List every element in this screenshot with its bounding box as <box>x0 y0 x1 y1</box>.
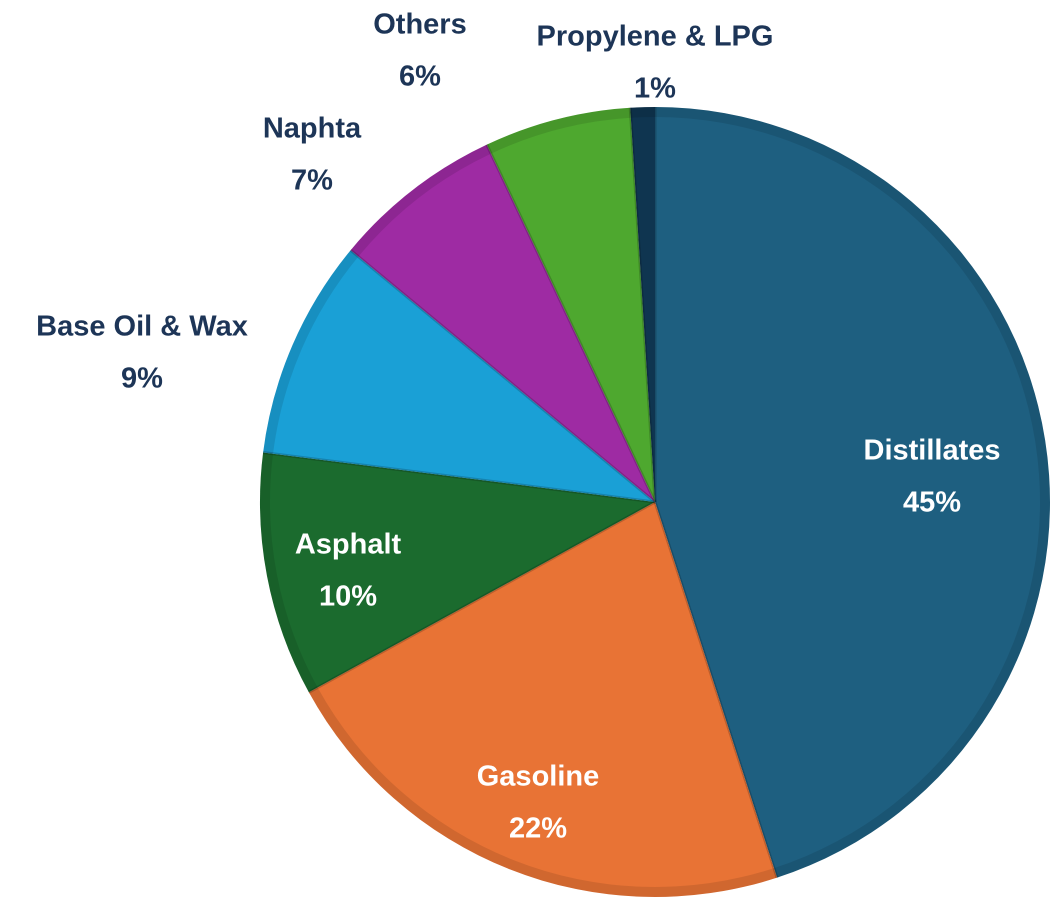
slice-label-others: Others <box>373 9 466 41</box>
slice-value-gasoline: 22% <box>509 813 567 845</box>
pie-slice-separator <box>308 500 656 694</box>
pie-slice-others <box>486 107 655 502</box>
slice-value-distillates: 45% <box>903 487 961 519</box>
slice-label-gasoline: Gasoline <box>477 761 600 793</box>
slice-label-base-oil-and-wax: Base Oil & Wax <box>36 311 248 343</box>
slice-label-distillates: Distillates <box>864 435 1001 467</box>
pie-slice-asphalt <box>260 452 655 693</box>
pie-slice-rim-propylene-and-lpg <box>630 107 655 118</box>
pie-slices <box>260 107 1050 897</box>
slice-label-asphalt: Asphalt <box>295 529 402 561</box>
pie-slice-propylene-and-lpg <box>630 107 655 502</box>
slice-label-naphta: Naphta <box>263 113 362 145</box>
slice-value-propylene-and-lpg: 1% <box>634 73 676 105</box>
slice-value-naphta: 7% <box>291 165 333 197</box>
pie-slice-rim-asphalt <box>260 452 318 693</box>
slice-value-others: 6% <box>399 61 441 93</box>
pie-slice-separator <box>349 249 656 504</box>
slice-value-asphalt: 10% <box>319 581 377 613</box>
slice-value-base-oil-and-wax: 9% <box>121 363 163 395</box>
pie-slice-gasoline <box>308 502 778 897</box>
pie-labels: Distillates 45% Gasoline 22% Asphalt 10% Base … <box>36 9 1000 845</box>
pie-slice-rim-naphta <box>350 144 492 257</box>
pie-slice-separator <box>485 143 657 503</box>
pie-slice-rim-base-oil-and-wax <box>263 250 359 454</box>
pie-slice-rim-others <box>486 107 631 154</box>
pie-slice-separator <box>262 451 656 504</box>
pie-slice-separator <box>628 107 657 503</box>
pie-slice-naphta <box>350 144 655 502</box>
pie-slice-base-oil-and-wax <box>263 250 655 502</box>
pie-slice-distillates <box>655 107 1050 878</box>
slice-label-propylene-and-lpg: Propylene & LPG <box>537 21 774 53</box>
pie-slice-separator <box>653 501 779 879</box>
